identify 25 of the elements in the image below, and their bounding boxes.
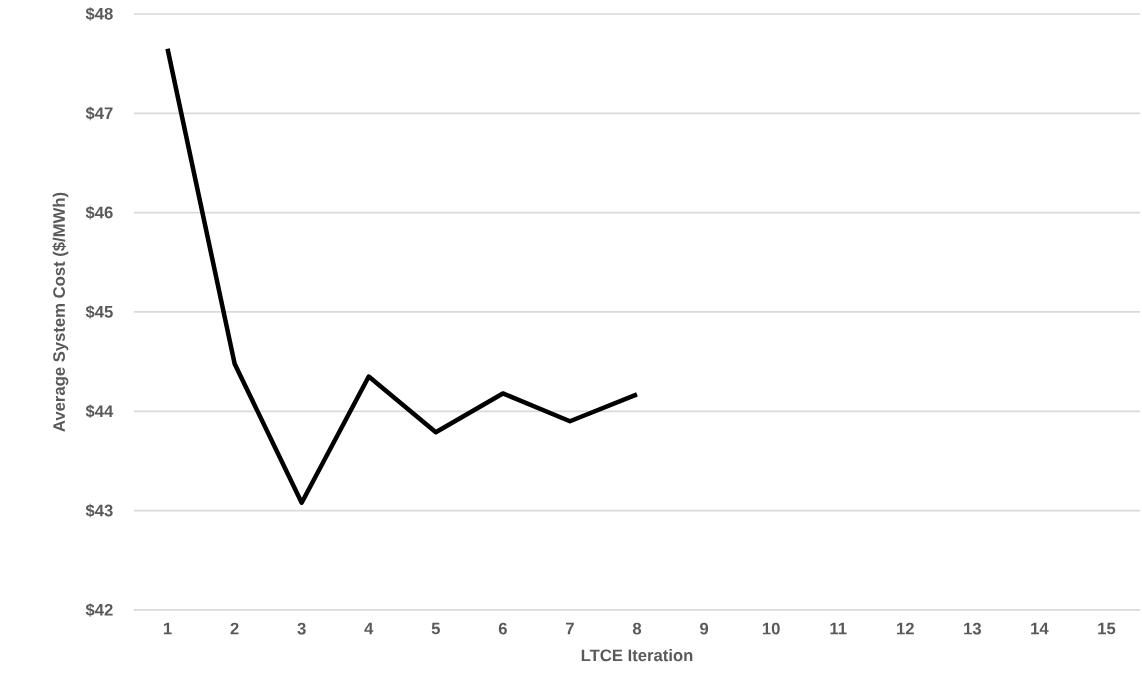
x-tick-label: 6 bbox=[498, 622, 507, 635]
y-tick-label: $48 bbox=[85, 7, 113, 21]
x-tick-label: 15 bbox=[1098, 622, 1116, 635]
y-tick-label: $42 bbox=[85, 603, 113, 617]
y-axis-title: Average System Cost ($/MWh) bbox=[52, 192, 69, 432]
x-tick-label: 3 bbox=[297, 622, 306, 635]
x-tick-label: 2 bbox=[230, 622, 239, 635]
x-tick-label: 10 bbox=[762, 622, 780, 635]
x-tick-label: 13 bbox=[964, 622, 981, 635]
y-tick-label: $47 bbox=[85, 106, 113, 121]
x-tick-label: 4 bbox=[364, 622, 374, 635]
x-tick-label: 12 bbox=[897, 622, 914, 635]
x-tick-label: 1 bbox=[163, 622, 172, 635]
y-tick-label: $44 bbox=[85, 404, 114, 419]
y-tick-label: $45 bbox=[85, 305, 113, 319]
line-series bbox=[165, 46, 640, 505]
x-tick-label: 5 bbox=[431, 622, 440, 635]
y-tick-label: $43 bbox=[85, 503, 113, 518]
x-tick-label: 14 bbox=[1031, 622, 1049, 635]
y-tick-label: $46 bbox=[85, 205, 113, 220]
x-tick-label: 9 bbox=[700, 622, 709, 635]
x-tick-label: 7 bbox=[566, 622, 574, 635]
x-tick-label: 11 bbox=[830, 622, 847, 635]
x-axis-title: LTCE Iteration bbox=[581, 649, 693, 662]
x-tick-label: 8 bbox=[632, 622, 642, 635]
